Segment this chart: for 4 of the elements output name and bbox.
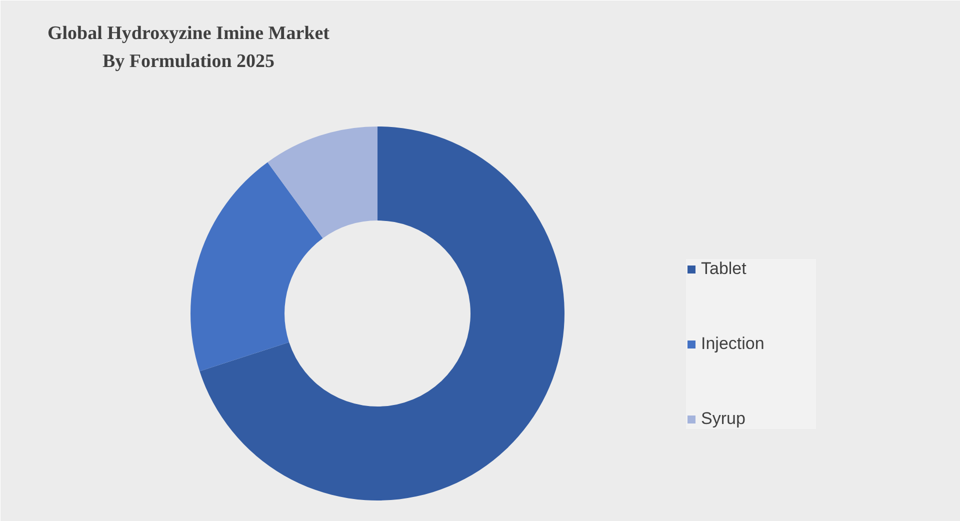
- legend-label: Injection: [701, 334, 766, 354]
- chart-title: Global Hydroxyzine Imine Market By Formulation 2025: [48, 23, 330, 72]
- legend-label: Syrup: [701, 409, 746, 429]
- legend-label: Tablet: [701, 259, 748, 279]
